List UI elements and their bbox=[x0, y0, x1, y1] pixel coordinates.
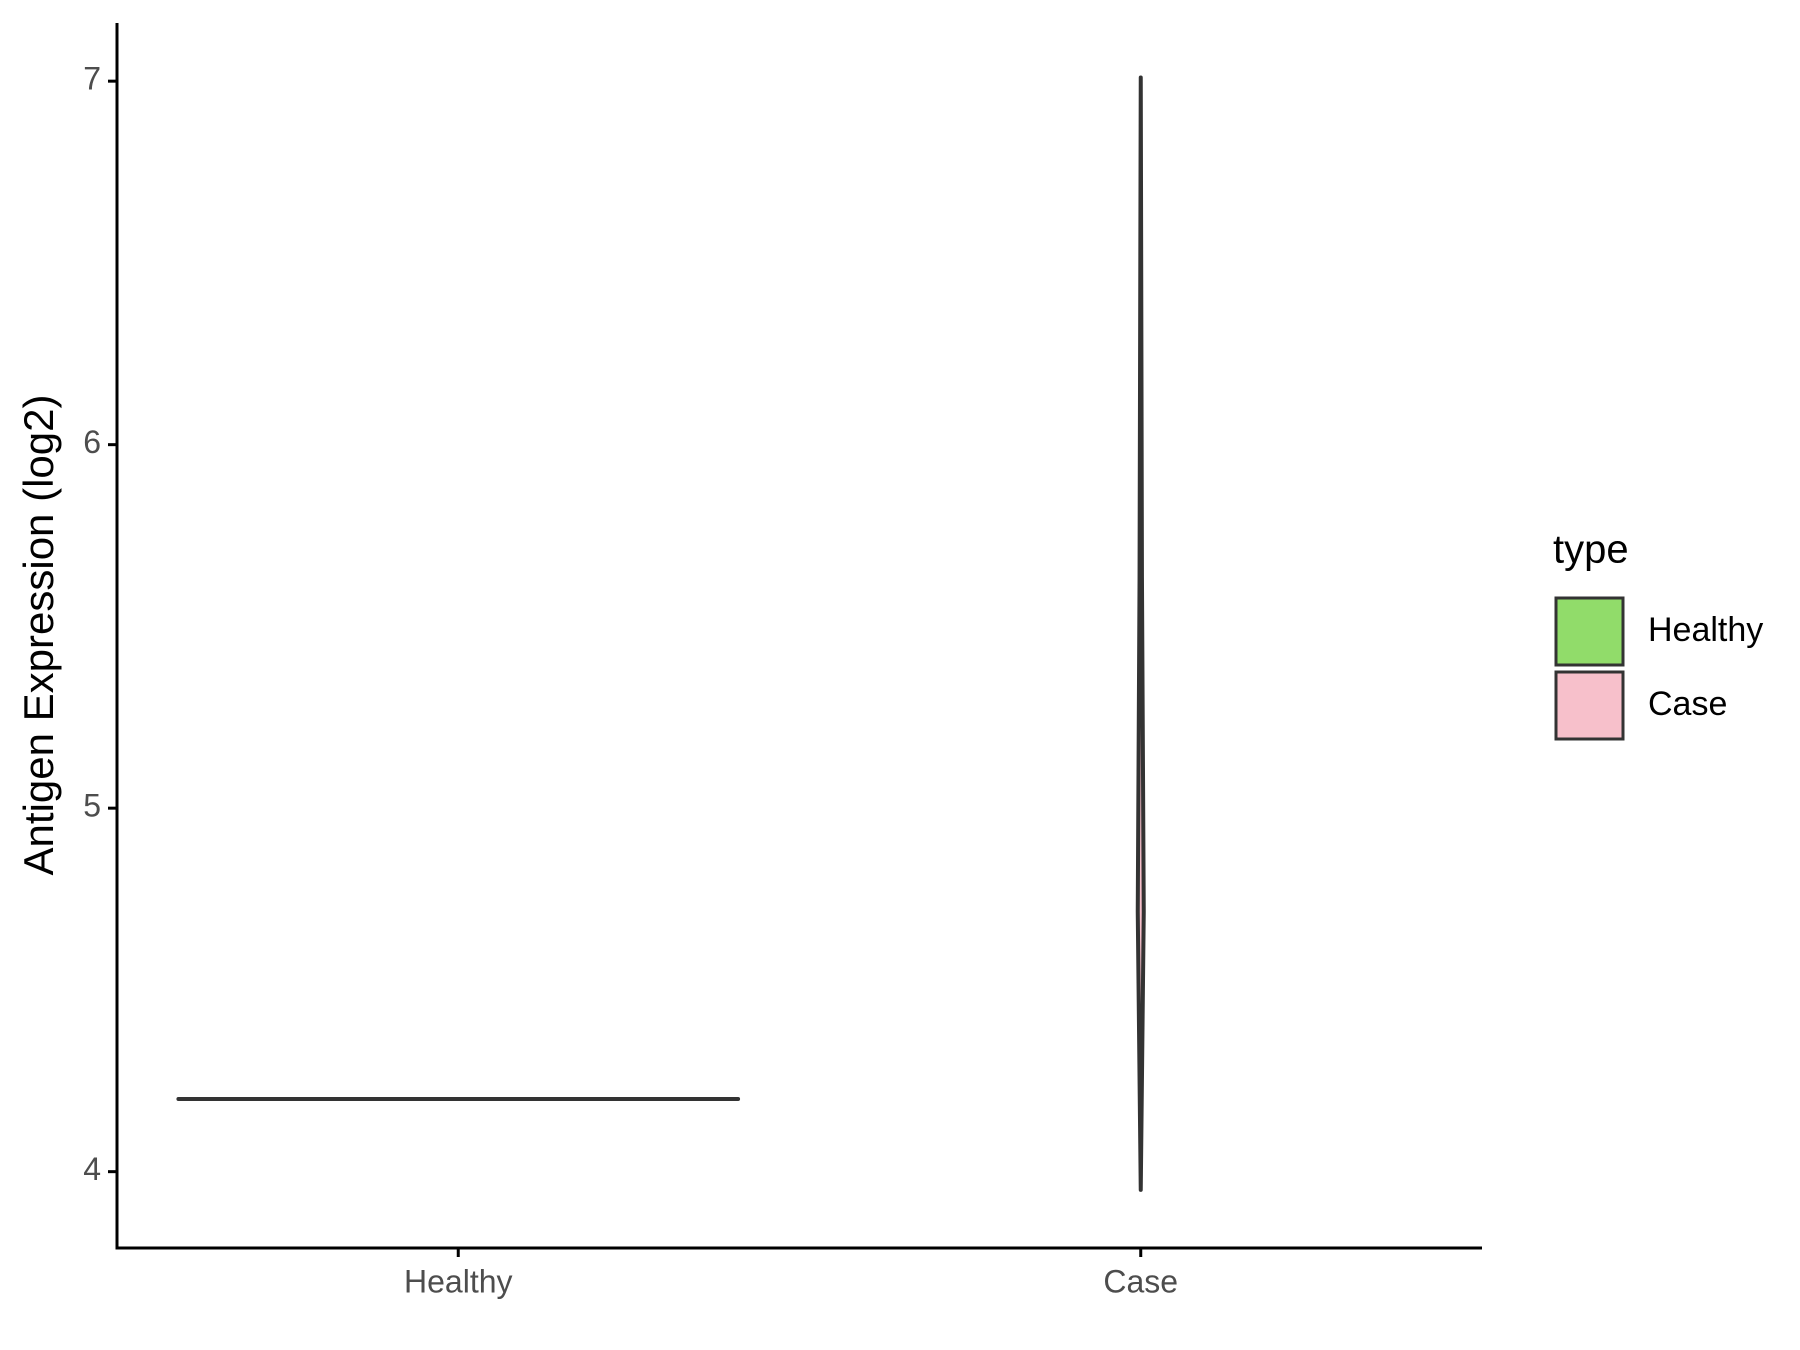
x-tick-label: Case bbox=[1103, 1263, 1178, 1299]
legend-label: Case bbox=[1648, 685, 1727, 723]
y-tick-label: 4 bbox=[83, 1151, 101, 1187]
legend-key bbox=[1554, 670, 1625, 741]
violin bbox=[1135, 75, 1146, 1192]
y-tick-label: 7 bbox=[83, 61, 101, 97]
y-axis-title: Antigen Expression (log2) bbox=[15, 395, 62, 876]
legend-key bbox=[1554, 596, 1625, 667]
legend-label: Healthy bbox=[1648, 611, 1763, 649]
x-tick-label: Healthy bbox=[404, 1263, 513, 1299]
legend-title: type bbox=[1553, 528, 1629, 572]
y-tick-label: 6 bbox=[83, 424, 101, 460]
y-tick-label: 5 bbox=[83, 788, 101, 824]
